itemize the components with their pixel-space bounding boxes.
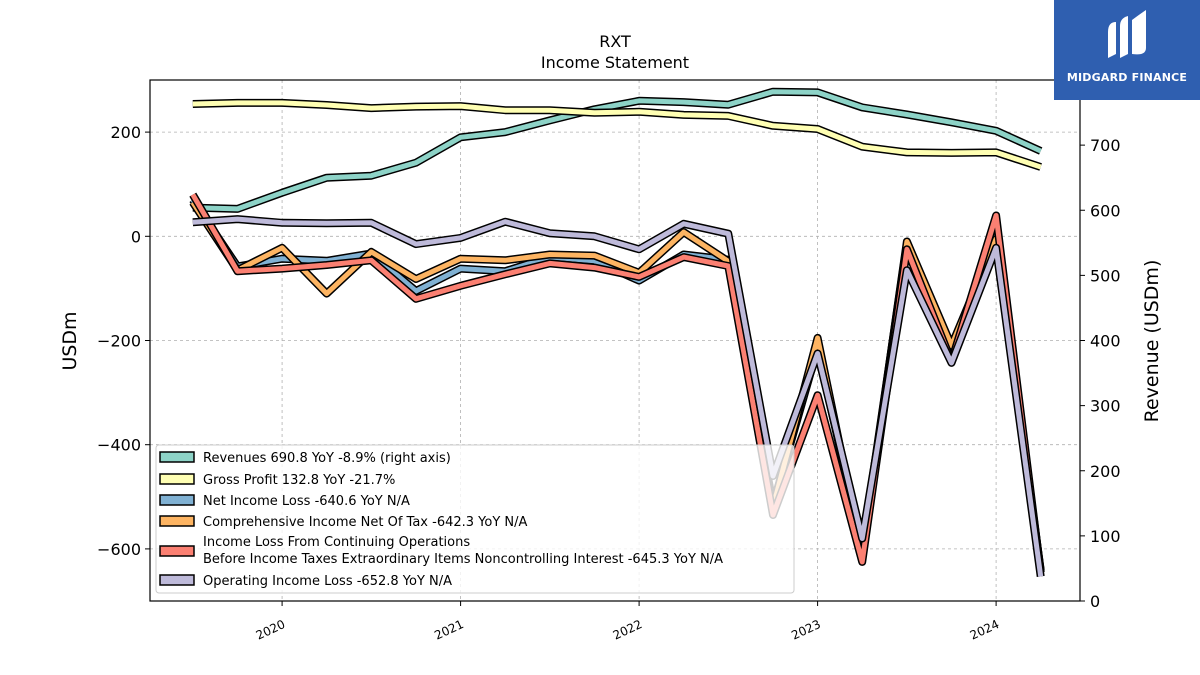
y-tick-label-right: 200 [1090,462,1121,481]
x-tick-label: 2021 [432,617,466,643]
axes: 200 0 −200 −400 −600 0 100 200 300 400 500 600 700 20… [97,79,1121,643]
legend-label: Gross Profit 132.8 YoY -21.7% [203,473,395,488]
chart-title: RXT [599,32,631,51]
legend-swatch [159,473,195,485]
series-line-0 [192,89,1042,212]
legend-swatch [159,574,195,586]
legend-swatch [159,494,195,506]
y-tick-label-right: 400 [1090,332,1121,351]
legend-box [155,444,795,594]
y-tick-label-right: 300 [1090,397,1121,416]
series-line-5 [192,216,1044,577]
legend-label: Net Income Loss -640.6 YoY N/A [203,494,410,509]
series-lines [189,87,1045,577]
x-tick-label: 2023 [789,617,823,643]
y-tick-label-left: 0 [131,227,141,246]
y-tick-label-right: 100 [1090,527,1121,546]
y-tick-label-right: 700 [1090,136,1121,155]
legend-label: Income Loss From Continuing Operations [203,535,470,550]
y-tick-label-right: 500 [1090,266,1121,285]
brand-logo: MIDGARD FINANCE [1054,0,1200,100]
x-tick-label: 2022 [611,617,645,643]
legend-swatch [159,545,195,557]
legend-swatch [159,515,195,527]
y-axis-label-left: USDm [59,311,81,370]
y-tick-label-right: 600 [1090,201,1121,220]
y-tick-label-left: −600 [97,540,141,559]
series-line-1 [192,100,1042,170]
y-tick-label-left: −200 [97,332,141,351]
chart-subtitle: Income Statement [541,53,689,72]
legend-label: Before Income Taxes Extraordinary Items … [203,552,723,567]
midgard-logo-icon [1108,10,1146,58]
legend-swatch [159,451,195,463]
y-tick-label-left: −400 [97,436,141,455]
legend-label: Revenues 690.8 YoY -8.9% (right axis) [203,451,451,466]
y-tick-label-right: 0 [1090,592,1100,611]
legend: Revenues 690.8 YoY -8.9% (right axis) Gro… [155,444,795,594]
y-tick-label-left: 200 [110,123,141,142]
x-tick-label: 2020 [254,617,288,643]
legend-label: Operating Income Loss -652.8 YoY N/A [203,574,452,589]
legend-label: Comprehensive Income Net Of Tax -642.3 Y… [203,515,528,530]
brand-name: MIDGARD FINANCE [1066,71,1188,84]
y-axis-label-right: Revenue (USDm) [1141,260,1163,423]
x-tick-label: 2024 [968,617,1002,643]
